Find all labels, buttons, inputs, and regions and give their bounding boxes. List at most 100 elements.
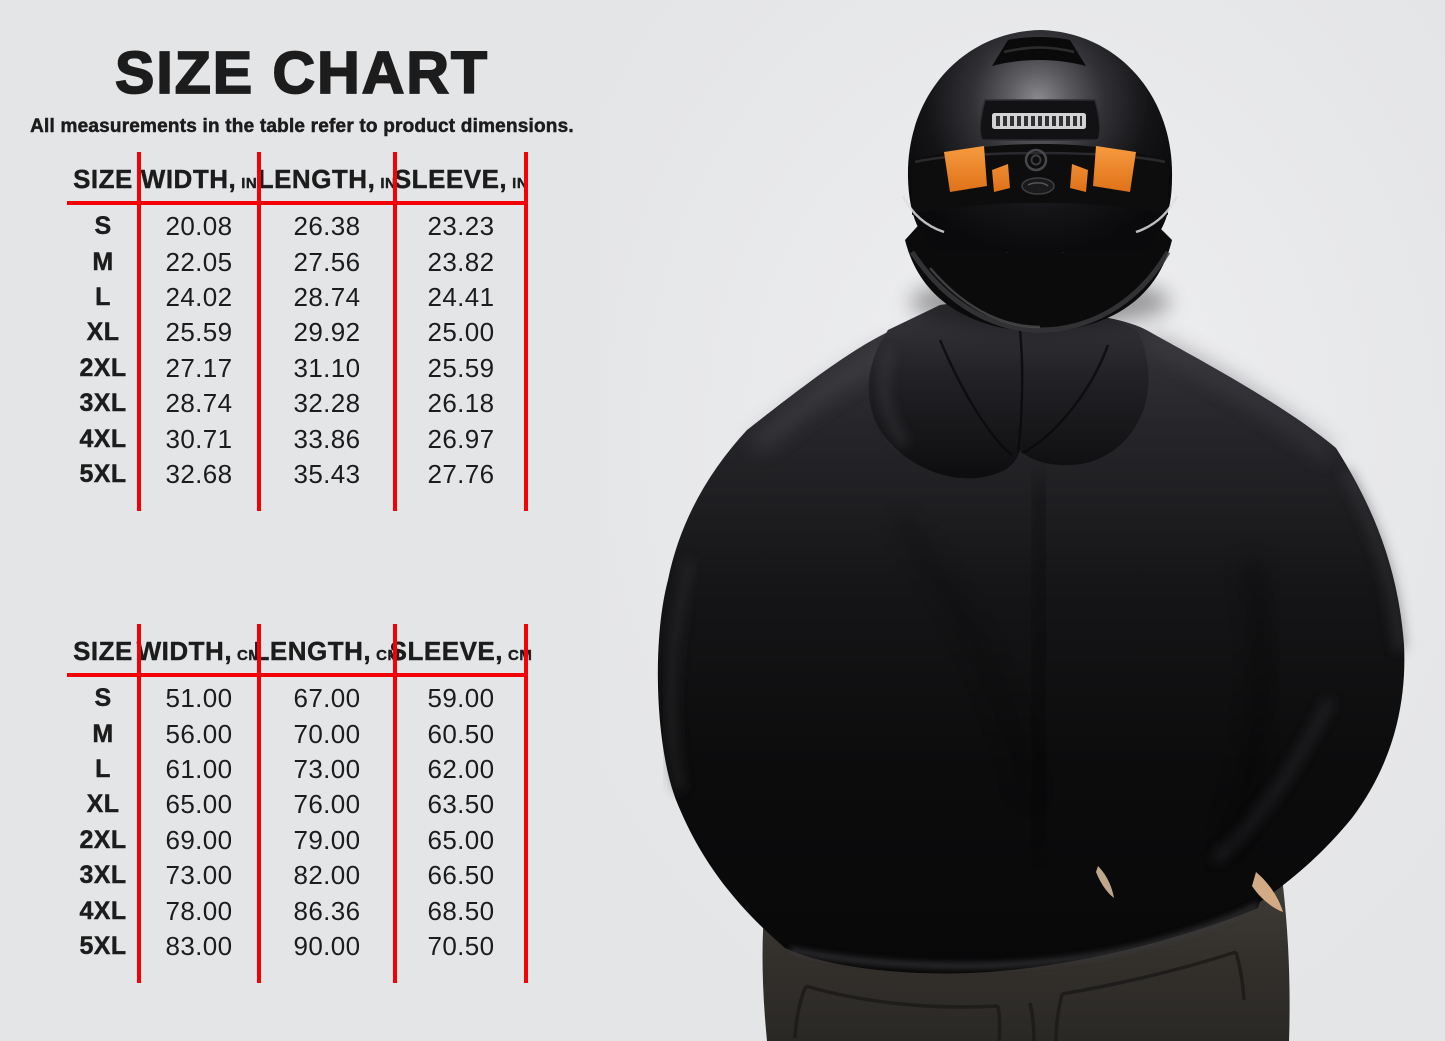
- measurement-cell: 25.59: [165, 317, 233, 348]
- size-table-inches: SIZE WIDTH, IN LENGTH, IN SLEEVE, IN S 20.08 26.…: [67, 152, 529, 511]
- column-header: SIZE: [73, 636, 133, 666]
- table-row: 2XL 69.00 79.00 65.00: [67, 823, 527, 858]
- size-label-cell: S: [94, 684, 112, 713]
- table-header-row: SIZE WIDTH, CM LENGTH, CM SLEEVE, CM: [67, 624, 532, 672]
- measurement-cell: 26.38: [293, 211, 361, 242]
- measurement-cell: 86.36: [293, 895, 361, 926]
- table-row: XL 25.59 29.92 25.00: [67, 315, 527, 350]
- size-label-cell: L: [95, 754, 111, 783]
- measurement-cell: 66.50: [427, 860, 495, 891]
- column-header: WIDTH, CM: [136, 636, 262, 666]
- measurement-cell: 27.17: [165, 352, 233, 383]
- size-label-cell: 2XL: [79, 353, 127, 382]
- table-header-divider: [67, 672, 527, 678]
- measurement-cell: 79.00: [293, 824, 361, 855]
- table-row: M 22.05 27.56 23.82: [67, 244, 527, 279]
- table-header-row: SIZE WIDTH, IN LENGTH, IN SLEEVE, IN: [67, 152, 529, 200]
- helmet-logo-badge: [1021, 177, 1055, 195]
- measurement-cell: 20.08: [165, 211, 233, 242]
- measurement-cell: 25.59: [427, 352, 495, 383]
- wrist-skin: [1096, 866, 1114, 898]
- table-row: L 61.00 73.00 62.00: [67, 752, 527, 787]
- table-column-divider: [523, 624, 529, 983]
- size-label-cell: L: [95, 282, 111, 311]
- column-unit: CM: [508, 647, 533, 664]
- measurement-cell: 35.43: [293, 458, 361, 489]
- measurement-cell: 65.00: [165, 789, 233, 820]
- size-label-cell: XL: [86, 790, 120, 819]
- measurement-cell: 69.00: [165, 824, 233, 855]
- jeans-pocket-seams: [793, 950, 1246, 1041]
- measurement-cell: 33.86: [293, 423, 361, 454]
- size-label-cell: 5XL: [79, 931, 127, 960]
- measurement-cell: 65.00: [427, 824, 495, 855]
- table-column-divider: [136, 624, 142, 983]
- measurement-cell: 83.00: [165, 930, 233, 961]
- table-row: M 56.00 70.00 60.50: [67, 716, 527, 751]
- measurement-cell: 32.28: [293, 388, 361, 419]
- size-label-cell: 4XL: [79, 424, 127, 453]
- table-row: S 51.00 67.00 59.00: [67, 681, 527, 716]
- size-label-cell: XL: [86, 318, 120, 347]
- hoodie-silhouette: [657, 312, 1405, 974]
- helmet-reflector-right: [1093, 146, 1136, 192]
- table-column-divider: [392, 624, 398, 983]
- table-column-divider: [256, 624, 262, 983]
- measurement-cell: 30.71: [165, 423, 233, 454]
- measurement-cell: 24.02: [165, 281, 233, 312]
- measurement-cell: 70.00: [293, 718, 361, 749]
- column-header: SLEEVE, IN: [393, 164, 529, 194]
- size-label-cell: M: [92, 719, 114, 748]
- wrist-skin: [1252, 872, 1283, 912]
- measurement-cell: 63.50: [427, 789, 495, 820]
- hem-highlight: [789, 902, 1260, 969]
- size-table-centimeters: SIZE WIDTH, CM LENGTH, CM SLEEVE, CM S 51.00 67.…: [67, 624, 532, 983]
- size-label-cell: S: [94, 212, 112, 241]
- table-row: 2XL 27.17 31.10 25.59: [67, 351, 527, 386]
- helmet-reflectors: [944, 146, 1136, 192]
- measurement-cell: 32.68: [165, 458, 233, 489]
- size-label-cell: M: [92, 247, 114, 276]
- helmet-reflector-right-small: [1070, 164, 1088, 192]
- size-label-cell: 4XL: [79, 896, 127, 925]
- hood-seams: [938, 329, 1110, 456]
- measurement-cell: 28.74: [165, 388, 233, 419]
- measurement-cell: 23.82: [427, 246, 495, 277]
- size-label-cell: 2XL: [79, 825, 127, 854]
- measurement-cell: 22.05: [165, 246, 233, 277]
- motorcycle-helmet: [901, 30, 1179, 333]
- column-header: SIZE: [73, 164, 133, 194]
- measurement-cell: 62.00: [427, 753, 495, 784]
- table-row: 5XL 32.68 35.43 27.76: [67, 457, 527, 492]
- table-body: S 51.00 67.00 59.00 M 56.00 70.00 60.50 L 61.00 73…: [67, 681, 527, 964]
- measurement-cell: 56.00: [165, 718, 233, 749]
- helmet-reflector-left: [944, 146, 987, 192]
- table-column-divider: [523, 152, 529, 511]
- size-label-cell: 5XL: [79, 459, 127, 488]
- table-row: 4XL 78.00 86.36 68.50: [67, 893, 527, 928]
- helmet-back-panel: [979, 99, 1101, 141]
- measurement-cell: 29.92: [293, 317, 361, 348]
- helmet-top-vent: [992, 37, 1086, 66]
- table-body: S 20.08 26.38 23.23 M 22.05 27.56 23.82 L 24.02 28…: [67, 209, 527, 492]
- column-unit: CM: [237, 647, 262, 664]
- table-row: 5XL 83.00 90.00 70.50: [67, 929, 527, 964]
- measurement-cell: 25.00: [427, 317, 495, 348]
- measurement-cell: 31.10: [293, 352, 361, 383]
- table-column-divider: [256, 152, 262, 511]
- column-header: WIDTH, IN: [140, 164, 258, 194]
- column-header: LENGTH, IN: [257, 164, 397, 194]
- size-label-cell: 3XL: [79, 861, 127, 890]
- measurement-cell: 82.00: [293, 860, 361, 891]
- measurement-cell: 78.00: [165, 895, 233, 926]
- table-row: L 24.02 28.74 24.41: [67, 280, 527, 315]
- helmet-pinstripes: [901, 195, 1179, 234]
- measurement-cell: 23.23: [427, 211, 495, 242]
- measurement-cell: 73.00: [165, 860, 233, 891]
- table-row: S 20.08 26.38 23.23: [67, 209, 527, 244]
- measurement-cell: 27.56: [293, 246, 361, 277]
- page-title: SIZE CHART: [114, 40, 489, 106]
- table-row: 4XL 30.71 33.86 26.97: [67, 421, 527, 456]
- measurement-cell: 28.74: [293, 281, 361, 312]
